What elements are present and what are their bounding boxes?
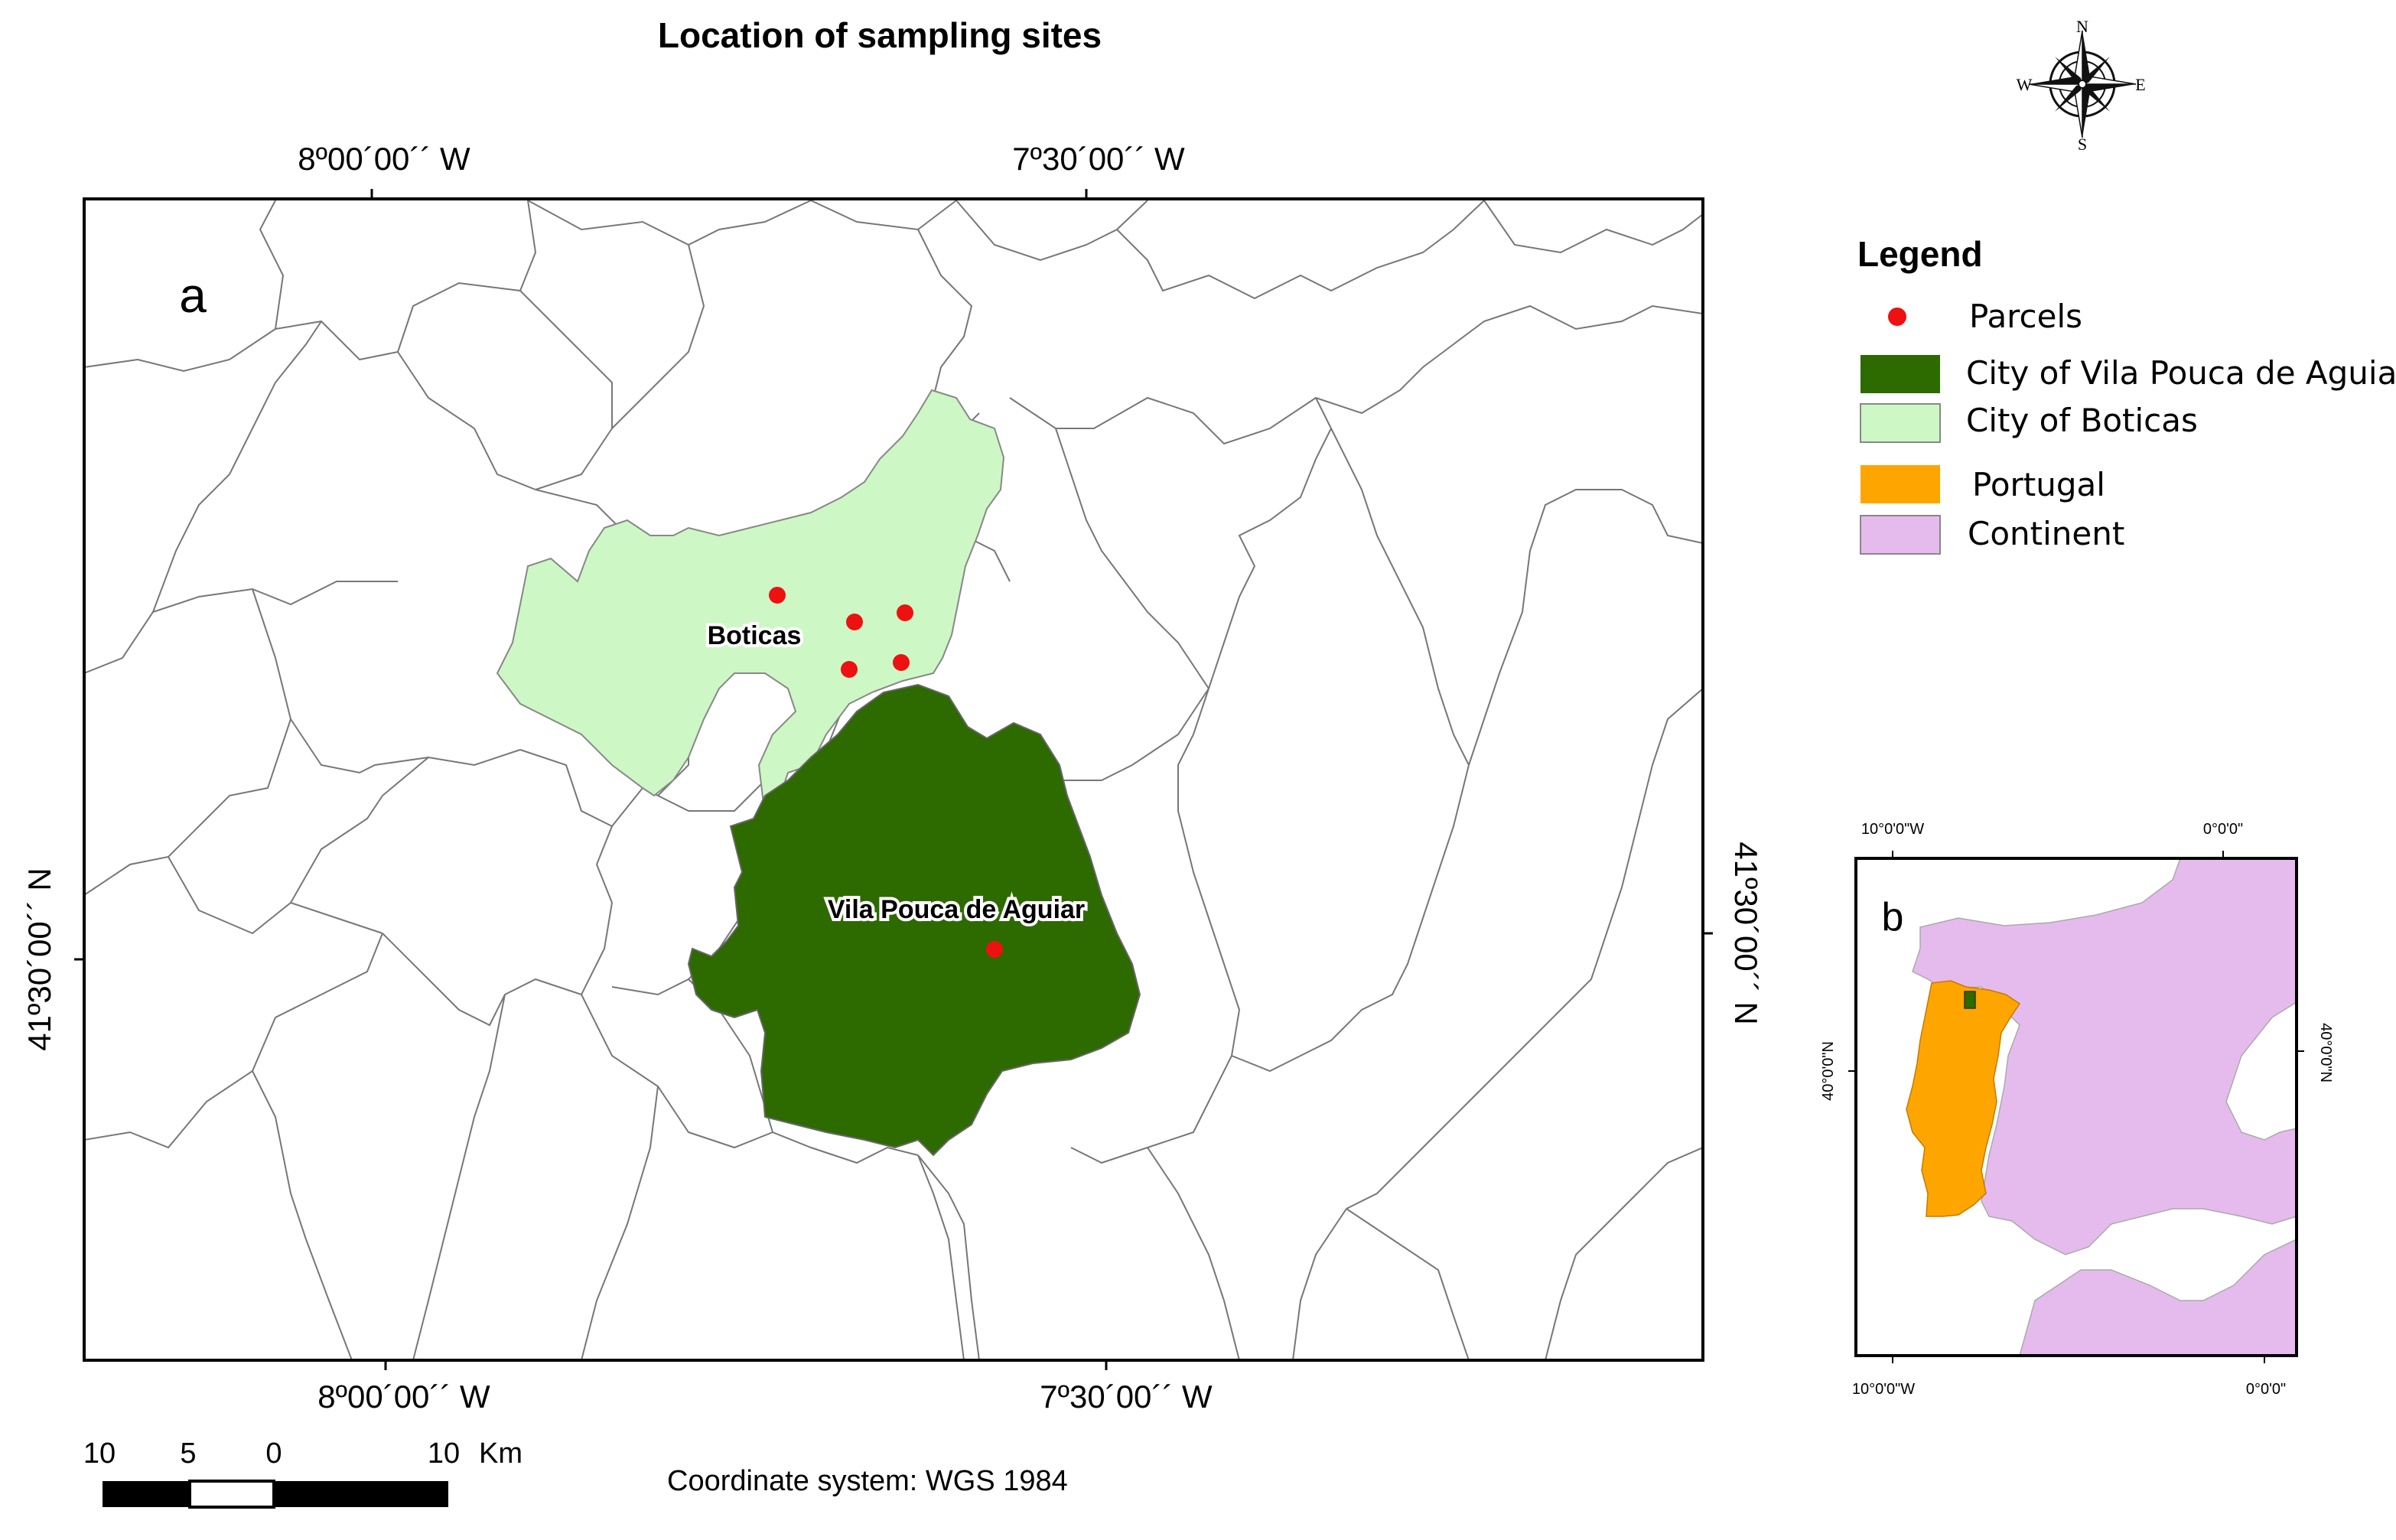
parcel-point	[897, 604, 913, 621]
legend-item-portugal: Portugal	[1972, 466, 2105, 503]
coordinate-system-note: Coordinate system: WGS 1984	[667, 1465, 1068, 1497]
legend-item-vila-pouca: City of Vila Pouca de Aguiar	[1966, 354, 2396, 392]
map-a-top-tick-label: 7º30´00´´ W	[1012, 141, 1185, 177]
main-map-panel: Boticas Vila Pouca de Aguiar a 8º00´00´´…	[21, 141, 1764, 1415]
map-a-bottom-tick-label: 7º30´00´´ W	[1040, 1379, 1213, 1415]
map-a-left-tick-label: 41º30´00´´ N	[21, 868, 57, 1050]
scale-segment	[274, 1481, 448, 1507]
parcel-point	[769, 587, 786, 604]
parcel-point	[893, 654, 910, 671]
africa-landmass	[2019, 1239, 2297, 1356]
legend-item-continent: Continent	[1968, 515, 2124, 552]
compass-north-label: N	[2076, 17, 2088, 36]
compass-west-label: W	[2017, 75, 2033, 94]
inset-map-frame	[1854, 857, 2298, 1357]
inset-right-tick-label: 40°0'0"N	[2317, 1023, 2334, 1083]
scale-label: 5	[180, 1437, 196, 1470]
continent-landmass	[1912, 858, 2297, 1255]
panel-b-label: b	[1882, 895, 1904, 939]
vila-pouca-de-aguiar-municipality	[687, 683, 1141, 1157]
vila-pouca-label: Vila Pouca de Aguiar	[828, 895, 1085, 924]
parcel-point	[841, 661, 858, 678]
compass-east-label: E	[2135, 75, 2145, 94]
legend-vila-pouca-swatch	[1860, 355, 1940, 393]
inset-bottom-tick-label: 0°0'0"	[2246, 1381, 2286, 1398]
compass-south-label: S	[2078, 135, 2087, 154]
scale-label: 0	[265, 1437, 282, 1470]
scale-segment	[103, 1481, 190, 1507]
legend-portugal-swatch	[1860, 465, 1940, 503]
parcel-point	[846, 614, 863, 630]
parcel-point	[986, 941, 1003, 958]
scale-unit-label: Km	[479, 1437, 522, 1470]
map-a-frame	[83, 197, 1704, 1362]
map-title: Location of sampling sites	[658, 15, 1102, 55]
parcels-layer	[769, 587, 1003, 958]
legend: Legend Parcels City of Vila Pouca de Agu…	[1857, 234, 2396, 555]
panel-a-label: a	[179, 268, 207, 323]
map-a-top-tick-label: 8º00´00´´ W	[298, 141, 470, 177]
boticas-municipality	[496, 389, 1005, 805]
compass-rose-icon	[2028, 30, 2137, 138]
legend-item-boticas: City of Boticas	[1966, 402, 2198, 439]
legend-item-parcels: Parcels	[1969, 298, 2082, 335]
inset-top-tick-label: 0°0'0"	[2203, 821, 2243, 838]
boticas-label: Boticas	[708, 621, 802, 650]
scale-segment	[188, 1480, 275, 1509]
inset-left-tick-label: 40°0'0"N	[1820, 1041, 1837, 1101]
inset-map-panel: b 10°0'0"W 0°0'0" 10°0'0"W 0°0'0" 40°0'0…	[1820, 821, 2334, 1398]
inset-top-tick-label: 10°0'0"W	[1861, 821, 1924, 838]
scale-label: 10	[83, 1437, 116, 1470]
legend-boticas-swatch	[1860, 403, 1941, 443]
portugal-shape	[1906, 980, 2021, 1217]
inset-bottom-tick-label: 10°0'0"W	[1852, 1381, 1915, 1398]
legend-parcel-symbol	[1888, 308, 1906, 326]
scale-label: 10	[428, 1437, 460, 1470]
inset-study-area-marker	[1964, 991, 1976, 1009]
scale-bar: 10 5 0 10 Km	[83, 1437, 522, 1509]
map-a-bottom-tick-label: 8º00´00´´ W	[317, 1379, 490, 1415]
legend-continent-swatch	[1860, 515, 1941, 555]
legend-heading: Legend	[1857, 234, 1983, 274]
map-a-right-tick-label: 41º30´00´´ N	[1728, 842, 1764, 1024]
